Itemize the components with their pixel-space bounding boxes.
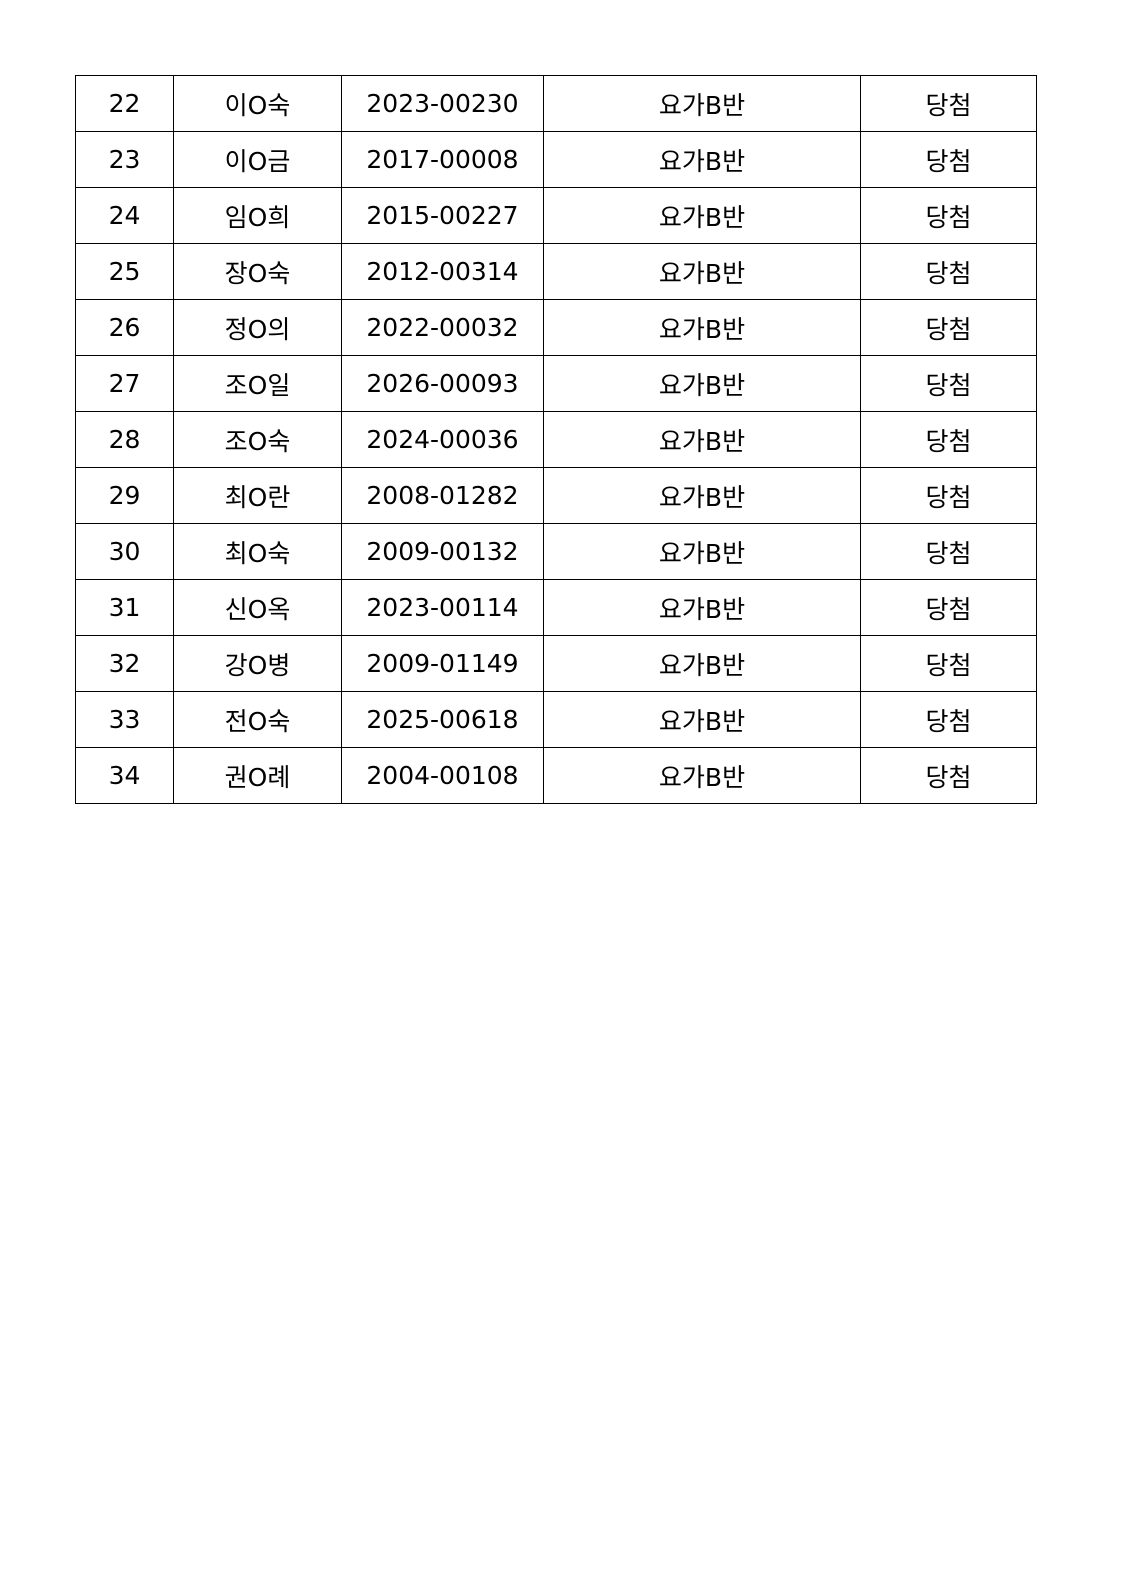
class-cell: 요가B반	[543, 299, 861, 356]
class-cell: 요가B반	[543, 187, 861, 244]
table-row: 25 장O숙 2012-00314 요가B반 당첨	[75, 243, 1037, 300]
row-number-cell: 25	[75, 243, 174, 300]
result-cell: 당첨	[860, 131, 1037, 188]
name-cell: 임O희	[173, 187, 342, 244]
member-id-cell: 2017-00008	[341, 131, 544, 188]
name-cell: 신O옥	[173, 579, 342, 636]
row-number-cell: 24	[75, 187, 174, 244]
member-id-cell: 2023-00114	[341, 579, 544, 636]
row-number-cell: 34	[75, 747, 174, 804]
result-cell: 당첨	[860, 299, 1037, 356]
member-id-cell: 2023-00230	[341, 75, 544, 132]
name-cell: 최O숙	[173, 523, 342, 580]
member-id-cell: 2004-00108	[341, 747, 544, 804]
member-id-cell: 2009-00132	[341, 523, 544, 580]
table-row: 30 최O숙 2009-00132 요가B반 당첨	[75, 523, 1037, 580]
result-cell: 당첨	[860, 523, 1037, 580]
result-cell: 당첨	[860, 355, 1037, 412]
member-id-cell: 2008-01282	[341, 467, 544, 524]
row-number-cell: 23	[75, 131, 174, 188]
member-id-cell: 2025-00618	[341, 691, 544, 748]
row-number-cell: 28	[75, 411, 174, 468]
result-cell: 당첨	[860, 579, 1037, 636]
class-cell: 요가B반	[543, 75, 861, 132]
result-cell: 당첨	[860, 747, 1037, 804]
class-cell: 요가B반	[543, 635, 861, 692]
table-row: 28 조O숙 2024-00036 요가B반 당첨	[75, 411, 1037, 468]
class-cell: 요가B반	[543, 131, 861, 188]
member-id-cell: 2024-00036	[341, 411, 544, 468]
row-number-cell: 30	[75, 523, 174, 580]
table-row: 22 이O숙 2023-00230 요가B반 당첨	[75, 75, 1037, 132]
member-id-cell: 2009-01149	[341, 635, 544, 692]
class-cell: 요가B반	[543, 691, 861, 748]
name-cell: 권O례	[173, 747, 342, 804]
name-cell: 장O숙	[173, 243, 342, 300]
name-cell: 강O병	[173, 635, 342, 692]
class-cell: 요가B반	[543, 411, 861, 468]
class-cell: 요가B반	[543, 355, 861, 412]
table-row: 23 이O금 2017-00008 요가B반 당첨	[75, 131, 1037, 188]
table-row: 31 신O옥 2023-00114 요가B반 당첨	[75, 579, 1037, 636]
lottery-results-table: 22 이O숙 2023-00230 요가B반 당첨 23 이O금 2017-00008 요가B반…	[75, 75, 1037, 804]
name-cell: 전O숙	[173, 691, 342, 748]
row-number-cell: 32	[75, 635, 174, 692]
table-row: 26 정O의 2022-00032 요가B반 당첨	[75, 299, 1037, 356]
name-cell: 조O숙	[173, 411, 342, 468]
result-cell: 당첨	[860, 243, 1037, 300]
class-cell: 요가B반	[543, 523, 861, 580]
name-cell: 최O란	[173, 467, 342, 524]
table-row: 34 권O례 2004-00108 요가B반 당첨	[75, 747, 1037, 804]
member-id-cell: 2015-00227	[341, 187, 544, 244]
table-row: 24 임O희 2015-00227 요가B반 당첨	[75, 187, 1037, 244]
table-row: 27 조O일 2026-00093 요가B반 당첨	[75, 355, 1037, 412]
name-cell: 조O일	[173, 355, 342, 412]
result-cell: 당첨	[860, 187, 1037, 244]
name-cell: 이O숙	[173, 75, 342, 132]
table-row: 32 강O병 2009-01149 요가B반 당첨	[75, 635, 1037, 692]
result-cell: 당첨	[860, 411, 1037, 468]
table-row: 29 최O란 2008-01282 요가B반 당첨	[75, 467, 1037, 524]
row-number-cell: 33	[75, 691, 174, 748]
result-cell: 당첨	[860, 467, 1037, 524]
name-cell: 정O의	[173, 299, 342, 356]
class-cell: 요가B반	[543, 579, 861, 636]
class-cell: 요가B반	[543, 467, 861, 524]
class-cell: 요가B반	[543, 243, 861, 300]
row-number-cell: 31	[75, 579, 174, 636]
member-id-cell: 2012-00314	[341, 243, 544, 300]
member-id-cell: 2026-00093	[341, 355, 544, 412]
table-body: 22 이O숙 2023-00230 요가B반 당첨 23 이O금 2017-00008 요가B반…	[75, 75, 1037, 804]
result-cell: 당첨	[860, 75, 1037, 132]
result-cell: 당첨	[860, 635, 1037, 692]
table-row: 33 전O숙 2025-00618 요가B반 당첨	[75, 691, 1037, 748]
row-number-cell: 26	[75, 299, 174, 356]
member-id-cell: 2022-00032	[341, 299, 544, 356]
name-cell: 이O금	[173, 131, 342, 188]
row-number-cell: 29	[75, 467, 174, 524]
class-cell: 요가B반	[543, 747, 861, 804]
row-number-cell: 22	[75, 75, 174, 132]
row-number-cell: 27	[75, 355, 174, 412]
result-cell: 당첨	[860, 691, 1037, 748]
